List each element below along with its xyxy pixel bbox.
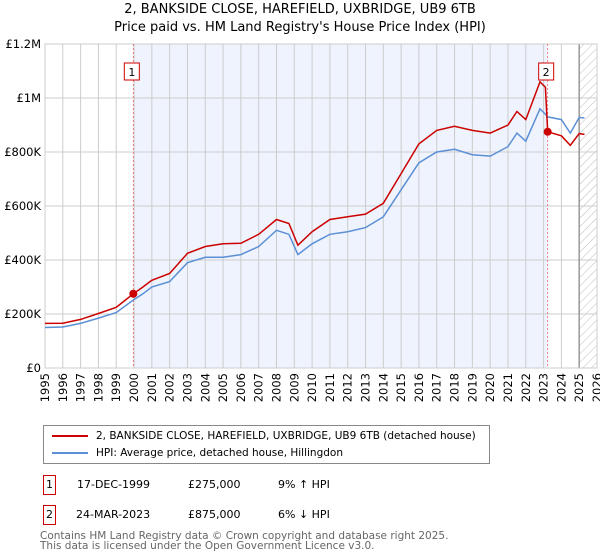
sale-badge (538, 62, 555, 81)
x-tick-label: 2017 (430, 373, 444, 402)
transaction-price: £275,000 (188, 478, 241, 491)
y-tick-label: £0 (26, 361, 41, 375)
x-tick-label: 1996 (56, 373, 70, 402)
x-tick-label: 1999 (109, 373, 123, 402)
x-tick-label: 2009 (287, 373, 301, 402)
price-line (44, 80, 585, 325)
x-tick-label: 2007 (252, 373, 266, 402)
x-tick-label: 2001 (145, 373, 159, 402)
legend-swatch-hpi (52, 452, 88, 454)
chart-title: 2, BANKSIDE CLOSE, HAREFIELD, UXBRIDGE, … (124, 2, 476, 17)
chart-subtitle: Price paid vs. HM Land Registry's House … (114, 20, 486, 35)
transaction-price: £875,000 (188, 508, 241, 521)
x-tick-label: 2010 (305, 373, 319, 402)
x-tick-label: 2014 (376, 373, 390, 402)
x-tick-label: 2012 (341, 373, 355, 402)
x-tick-label: 2020 (483, 373, 497, 402)
x-tick-label: 2016 (412, 373, 426, 402)
transaction-hpi: 9% ↑ HPI (278, 478, 330, 491)
y-tick-label: £200K (4, 307, 41, 321)
sale-badge-label: 2 (543, 66, 550, 79)
x-tick-label: 2011 (323, 373, 337, 402)
y-tick-label: £800K (4, 145, 41, 159)
x-tick-label: 2013 (359, 373, 373, 402)
x-tick-label: 2021 (501, 373, 515, 402)
sale-badge (123, 62, 140, 81)
sale-point (129, 289, 138, 298)
footer-line-1: Contains HM Land Registry data © Crown c… (40, 530, 449, 542)
transaction-date: 17-DEC-1999 (77, 478, 151, 491)
x-tick-label: 2015 (394, 373, 408, 402)
x-tick-label: 2025 (572, 373, 586, 402)
legend: 2, BANKSIDE CLOSE, HAREFIELD, UXBRIDGE, … (43, 425, 490, 464)
hpi-line (44, 107, 585, 329)
plot-border (44, 43, 598, 369)
x-tick-label: 1997 (74, 373, 88, 402)
sale-badge-label: 1 (128, 66, 135, 79)
transaction-hpi: 6% ↓ HPI (278, 508, 330, 521)
x-tick-label: 2018 (448, 373, 462, 402)
x-tick-label: 2000 (127, 373, 141, 402)
sale-point (543, 127, 552, 136)
x-tick-label: 2003 (180, 373, 194, 402)
x-tick-label: 2006 (234, 373, 248, 402)
legend-label-sale: 2, BANKSIDE CLOSE, HAREFIELD, UXBRIDGE, … (96, 430, 476, 442)
plot-area: 1995 1996 1997 1998 1999 2000 2001 2002 2003 2004… (4, 37, 600, 402)
x-tick-label: 2019 (465, 373, 479, 402)
x-tick-label: 1995 (38, 373, 52, 402)
x-tick-label: 2002 (163, 373, 177, 402)
y-tick-label: £600K (4, 199, 41, 213)
legend-swatch-sale (52, 435, 88, 437)
x-tick-label: 1998 (91, 373, 105, 402)
transaction-badge: 2 (43, 505, 56, 525)
y-tick-label: £1M (16, 91, 41, 105)
x-tick-label: 2026 (590, 373, 600, 402)
y-tick-label: £400K (4, 253, 41, 267)
x-tick-label: 2005 (216, 373, 230, 402)
transaction-date: 24-MAR-2023 (76, 508, 151, 521)
legend-label-hpi: HPI: Average price, detached house, Hill… (96, 447, 343, 459)
x-tick-label: 2023 (537, 373, 551, 402)
transaction-badge: 1 (43, 475, 56, 495)
footer-line-2: This data is licensed under the Open Gov… (40, 540, 375, 552)
x-tick-label: 2024 (554, 373, 568, 402)
x-tick-label: 2008 (269, 373, 283, 402)
footer: Contains HM Land Registry data © Crown c… (40, 530, 449, 552)
y-tick-label: £1.2M (5, 37, 41, 51)
x-tick-label: 2022 (519, 373, 533, 402)
x-tick-label: 2004 (198, 373, 212, 402)
